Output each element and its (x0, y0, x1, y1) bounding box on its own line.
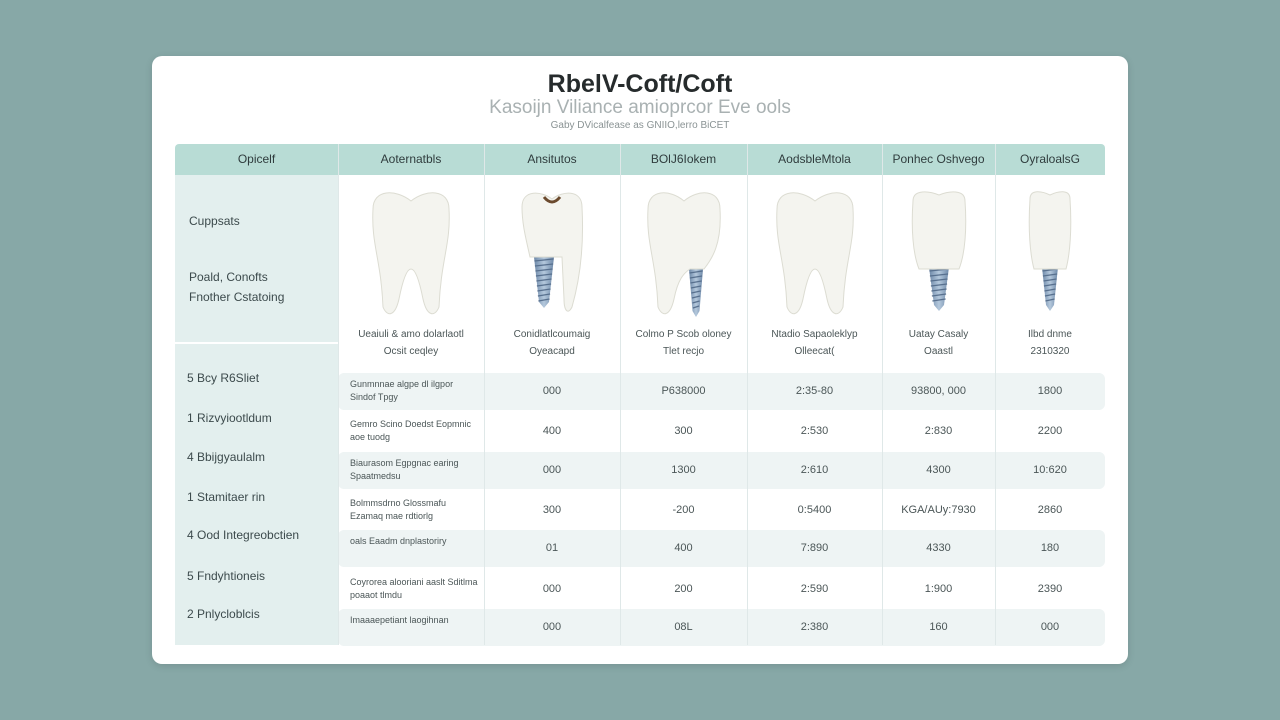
left-panel-line2: Fnother Cstatoing (189, 290, 285, 304)
row-band (338, 609, 1105, 646)
table-cell: 300 (542, 504, 562, 516)
column-header: OyraloalsG (1019, 152, 1081, 166)
table-cell: 2:610 (800, 464, 829, 476)
tooth-illustration-icon (911, 191, 966, 311)
row-band (338, 452, 1105, 489)
table-cell: 7:890 (800, 542, 829, 554)
column-divider (620, 144, 621, 645)
table-cell: 01 (545, 542, 559, 554)
table-cell: 180 (1040, 542, 1060, 554)
table-cell: 200 (674, 583, 693, 595)
image-caption: Tlet recjo (662, 346, 705, 357)
left-panel (175, 175, 338, 645)
row-description: Imaaaepetiant laogihnan (350, 615, 449, 625)
table-cell: 160 (929, 621, 948, 633)
left-panel-line1: Poald, Conofts (189, 270, 268, 284)
table-header (175, 144, 1105, 175)
image-caption: Olleecat( (794, 346, 835, 357)
column-divider (338, 144, 339, 645)
table-cell: 08L (674, 621, 693, 633)
image-caption: Ocsit ceqley (383, 346, 439, 357)
table-cell: 2:380 (800, 621, 829, 633)
table-cell: 2200 (1037, 425, 1063, 437)
page-note: Gaby DVicalfease as GNIIO,lerro BiCET (550, 120, 730, 131)
table-cell: 93800, 000 (910, 385, 967, 397)
row-band (338, 530, 1105, 567)
image-caption: Ilbd dnme (1028, 329, 1072, 340)
tooth-illustration-icon (1028, 191, 1072, 311)
row-label: 2 Pnlycloblcis (187, 607, 260, 621)
tooth-illustration-icon (775, 192, 854, 315)
column-header: Opicelf (237, 152, 276, 166)
row-label: 5 Fndyhtioneis (187, 569, 266, 583)
column-header: Ponhec Oshvego (892, 152, 985, 166)
row-description: Biaurasom Egpgnac earing Spaatmedsu (350, 458, 459, 481)
tooth-illustration-icon (372, 192, 450, 315)
row-label: 5 Bcy R6Sliet (187, 371, 260, 385)
row-band (338, 373, 1105, 410)
table-cell: 400 (542, 425, 562, 437)
table-cell: 2390 (1037, 583, 1063, 595)
table-cell: 000 (542, 385, 562, 397)
image-caption: Oyeacapd (529, 346, 575, 357)
row-label: 1 Rizvyiootldum (187, 411, 272, 425)
image-caption: Ueaiuli & amo dolarlaotl (358, 329, 464, 340)
row-label: 1 Stamitaer rin (187, 490, 266, 504)
tooth-illustration-icon (646, 192, 721, 317)
tooth-illustration-icon (521, 192, 584, 312)
row-label: 4 Bbijgyaulalm (187, 450, 266, 464)
column-divider (747, 144, 748, 645)
image-caption: Uatay Casaly (908, 329, 969, 340)
column-header: AodsbleMtola (778, 152, 851, 166)
column-header: Aoternatbls (380, 152, 442, 166)
table-cell: 000 (542, 583, 562, 595)
left-panel-divider (175, 342, 338, 344)
table-cell: 2:830 (924, 425, 953, 437)
page-subtitle: Kasoijn Viliance amioprcor Eve ools (489, 97, 791, 118)
table-cell: 2:35-80 (795, 385, 834, 397)
table-cell: 2:590 (800, 583, 829, 595)
comparison-table: Cuppsats Poald, Conofts Fnother Cstatoin… (175, 144, 1105, 646)
table-cell: 300 (674, 425, 693, 437)
column-header: BOlJ6Iokem (650, 152, 717, 166)
table-cell: 4300 (926, 464, 951, 476)
image-caption: Ntadio Sapaoleklyp (771, 329, 858, 340)
column-divider (484, 144, 485, 645)
table-cell: 10:620 (1033, 464, 1067, 476)
image-caption: 2310320 (1030, 346, 1070, 357)
table-cell: 2860 (1037, 504, 1063, 516)
table-cell: -200 (672, 504, 695, 516)
table-cell: 000 (1040, 621, 1060, 633)
table-cell: 400 (674, 542, 693, 554)
left-panel-heading: Cuppsats (189, 214, 240, 228)
row-description: Coyrorea alooriani aaslt Sditlma poaaot … (350, 577, 478, 600)
table-cell: 1300 (671, 464, 696, 476)
row-description: Gunmnnae algpe dl ilgpor Sindof Tpgy (350, 379, 454, 402)
table-cell: 2:530 (800, 425, 829, 437)
image-caption: Colmo P Scob oloney (635, 329, 732, 340)
table-cell: P638000 (661, 385, 706, 397)
row-label: 4 Ood Integreobctien (187, 528, 300, 542)
table-cell: 1800 (1037, 385, 1063, 397)
table-cell: 000 (542, 464, 562, 476)
row-description: Gemro Scino Doedst Eopmnic aoe tuodg (350, 419, 472, 442)
table-cell: 0:5400 (797, 504, 832, 516)
table-cell: KGA/AUy:7930 (901, 504, 976, 516)
column-divider (995, 144, 996, 645)
image-caption: Conidlatlcoumaig (513, 329, 591, 340)
table-cell: 4330 (926, 542, 951, 554)
page-title: RbelV-Coft/Coft (547, 70, 733, 98)
table-cell: 1:900 (924, 583, 953, 595)
table-cell: 000 (542, 621, 562, 633)
image-caption: Oaastl (924, 346, 953, 357)
comparison-card: RbelV-Coft/Coft Kasoijn Viliance amioprc… (152, 56, 1128, 664)
row-description: Bolmmsdrno Glossmafu Ezamaq mae rdtiorlg (350, 498, 447, 521)
row-description: oals Eaadm dnplastoriry (350, 536, 447, 546)
column-divider (882, 144, 883, 645)
column-header: Ansitutos (527, 152, 577, 166)
